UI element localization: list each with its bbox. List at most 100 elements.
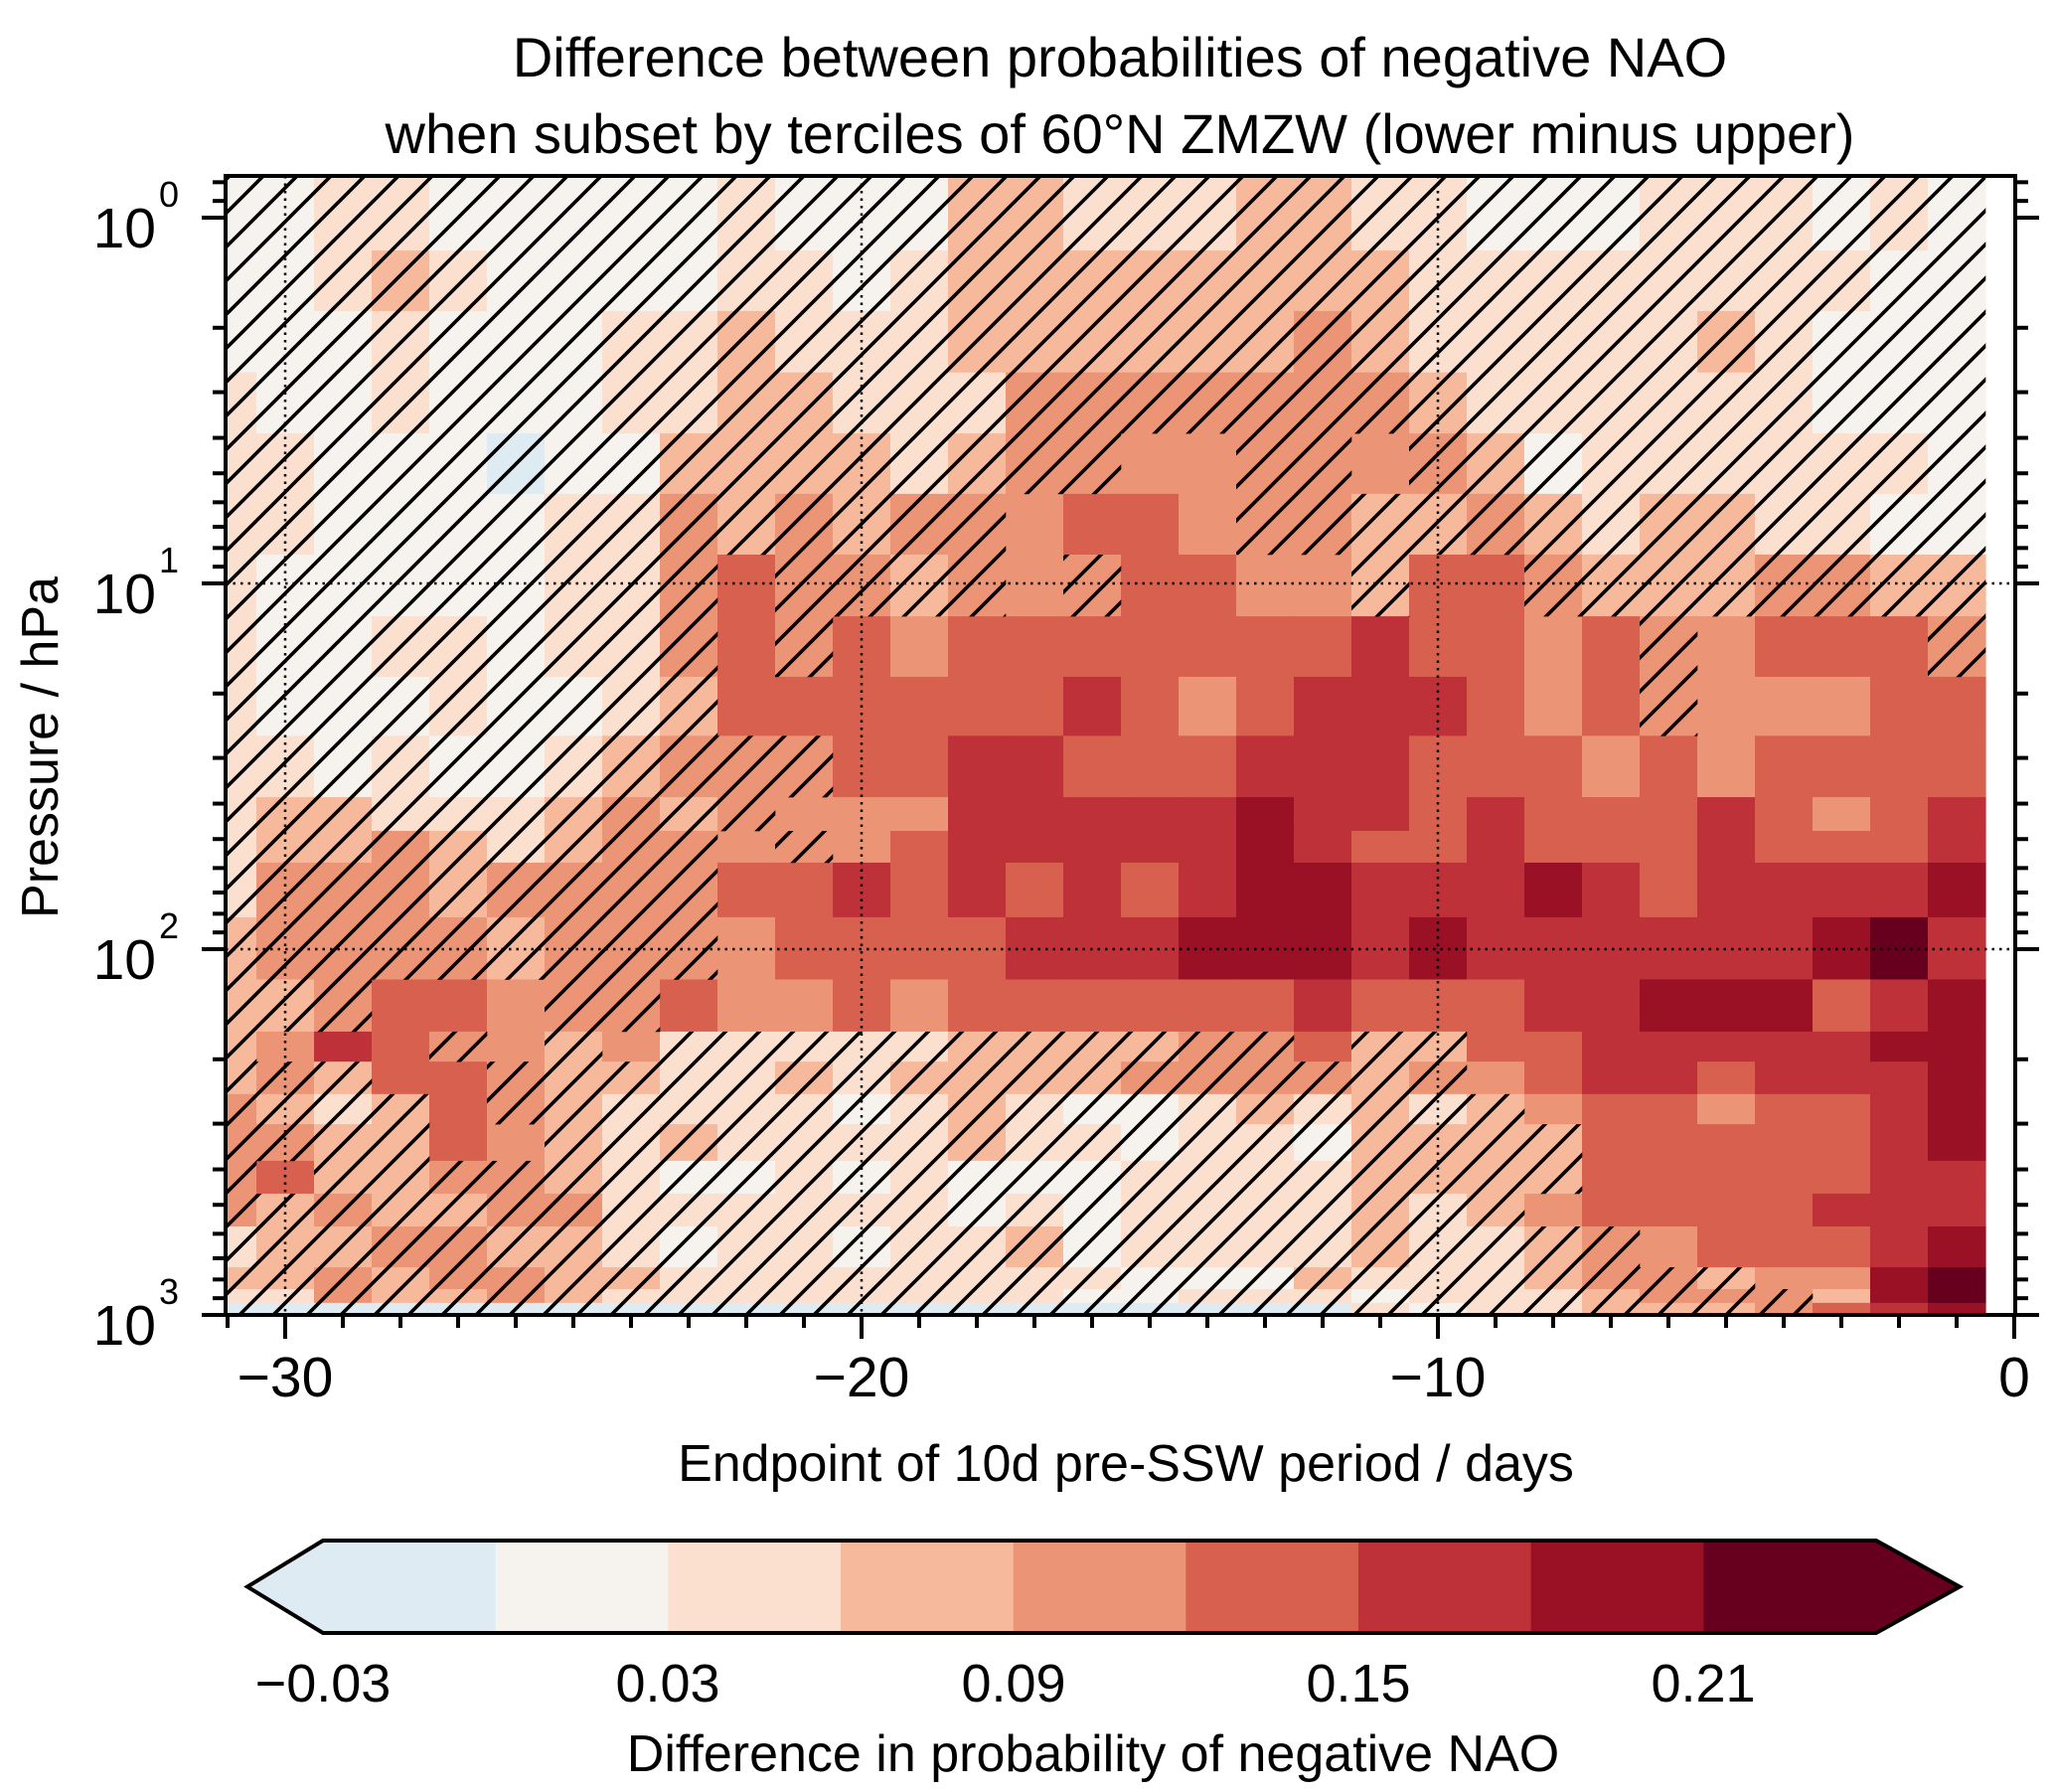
heatmap-cell <box>1870 1061 1929 1095</box>
hatch-cell <box>717 310 776 374</box>
hatch-cell <box>1121 1193 1180 1227</box>
heatmap-cell <box>1006 735 1064 798</box>
heatmap-cell <box>1870 1302 1929 1315</box>
hatch-cell <box>1640 250 1698 312</box>
heatmap-cell <box>1121 616 1180 678</box>
hatch-cell <box>487 1193 546 1227</box>
hatch-cell <box>1121 250 1180 312</box>
hatch-cell <box>1179 1124 1237 1162</box>
hatch-cell <box>1409 1302 1468 1315</box>
hatch-cell <box>1179 1226 1237 1268</box>
heatmap-cell <box>1813 1226 1871 1268</box>
hatch-cell <box>1640 616 1698 678</box>
heatmap-cell <box>717 862 776 918</box>
heatmap-cell <box>1467 616 1525 678</box>
hatch-cell <box>372 676 430 736</box>
hatch-cell <box>1121 1160 1180 1195</box>
hatch-cell <box>660 616 718 678</box>
heatmap-cell <box>1524 735 1583 798</box>
heatmap-cell <box>1640 979 1698 1033</box>
hatch-cell <box>1121 1093 1180 1125</box>
heatmap-cell <box>1179 433 1237 495</box>
hatch-cell <box>1524 176 1583 251</box>
hatch-cell <box>429 862 488 918</box>
hatch-cell <box>1063 1193 1122 1227</box>
heatmap-cell <box>1582 1124 1641 1162</box>
hatch-cell <box>602 831 661 864</box>
heatmap-cell <box>1294 676 1352 736</box>
plot-frame <box>224 174 2017 1317</box>
hatch-cell <box>1294 310 1352 374</box>
hatch-cell <box>1121 176 1180 251</box>
hatch-cell <box>1582 1302 1641 1315</box>
hatch-cell <box>1236 176 1295 251</box>
heatmap-cell <box>1755 1093 1814 1125</box>
hatch-cell <box>1640 310 1698 374</box>
hatch-cell <box>660 554 718 617</box>
hatch-cell <box>660 1160 718 1195</box>
hatch-cell <box>1351 1061 1410 1095</box>
hatch-cell <box>1467 310 1525 374</box>
hatch-cell <box>1467 493 1525 556</box>
hatch-cell <box>717 176 776 251</box>
hatch-cell <box>717 250 776 312</box>
hatch-cell <box>1063 1289 1122 1304</box>
heatmap-cell <box>1582 797 1641 832</box>
hatch-cell <box>1006 433 1064 495</box>
heatmap-cell <box>487 979 546 1033</box>
hatch-cell <box>602 310 661 374</box>
heatmap-cell <box>1755 979 1814 1033</box>
hatch-cell <box>948 1160 1007 1195</box>
x-tick-label: −10 <box>1390 1346 1487 1409</box>
hatch-cell <box>372 433 430 495</box>
hatch-cell <box>1121 1267 1180 1290</box>
heatmap-cell <box>1179 797 1237 832</box>
hatch-cell <box>1294 1093 1352 1125</box>
heatmap-cell <box>1063 831 1122 864</box>
heatmap-cell <box>1640 1160 1698 1195</box>
hatch-cell <box>1467 176 1525 251</box>
hatch-cell <box>1006 1193 1064 1227</box>
hatch-cell <box>372 250 430 312</box>
heatmap-cell <box>1755 1160 1814 1195</box>
y-tick-exponent: 3 <box>159 1271 179 1312</box>
hatch-cell <box>717 1093 776 1125</box>
hatch-cell <box>1409 433 1468 495</box>
hatch-cell <box>775 250 834 312</box>
hatch-cell <box>226 554 257 617</box>
heatmap-cell <box>1006 554 1064 617</box>
hatch-cell <box>890 433 949 495</box>
hatch-cell <box>1928 250 1986 312</box>
heatmap-cell <box>1928 862 1986 918</box>
heatmap-cell <box>1813 1302 1871 1315</box>
heatmap-cell <box>1870 979 1929 1033</box>
y-tick-label: 10 <box>93 563 156 626</box>
hatch-cell <box>890 554 949 617</box>
heatmap-cell <box>1755 676 1814 736</box>
hatch-cell <box>1179 1267 1237 1290</box>
hatch-cell <box>1928 493 1986 556</box>
hatch-cell <box>487 1061 546 1095</box>
colorbar-segment <box>1530 1541 1704 1633</box>
hatch-cell <box>1467 372 1525 434</box>
hatch-cell <box>545 676 603 736</box>
heatmap-cell <box>1179 735 1237 798</box>
hatch-cell <box>775 831 834 864</box>
hatch-cell <box>660 372 718 434</box>
hatch-cell <box>372 1302 430 1315</box>
hatch-cell <box>833 1267 891 1290</box>
hatch-cell <box>775 1124 834 1162</box>
hatch-cell <box>429 1160 488 1195</box>
heatmap-cell <box>1697 1160 1756 1195</box>
hatch-cell <box>487 616 546 678</box>
heatmap-cell <box>1006 493 1064 556</box>
heatmap-cell <box>775 797 834 832</box>
colorbar-segment <box>323 1541 497 1633</box>
hatch-cell <box>256 1124 315 1162</box>
hatch-cell <box>1524 433 1583 495</box>
hatch-cell <box>717 433 776 495</box>
heatmap-cell <box>890 616 949 678</box>
hatch-cell <box>1006 1289 1064 1304</box>
hatch-cell <box>660 1267 718 1290</box>
heatmap-cell <box>1870 1160 1929 1195</box>
